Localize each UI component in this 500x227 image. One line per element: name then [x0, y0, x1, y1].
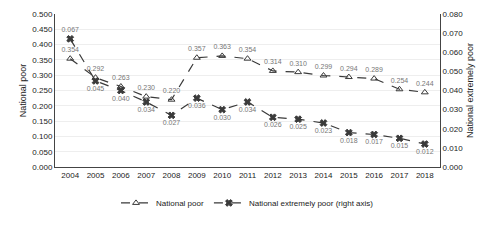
svg-text:0.299: 0.299 — [315, 63, 333, 70]
svg-text:0.263: 0.263 — [112, 74, 130, 81]
svg-text:0.010: 0.010 — [443, 144, 464, 153]
svg-text:National poor: National poor — [18, 64, 28, 118]
svg-text:2018: 2018 — [416, 171, 434, 180]
svg-text:0.254: 0.254 — [391, 77, 409, 84]
svg-text:0.030: 0.030 — [443, 105, 464, 114]
svg-text:2015: 2015 — [340, 171, 358, 180]
svg-text:0.050: 0.050 — [32, 148, 53, 157]
svg-text:2007: 2007 — [137, 171, 155, 180]
svg-text:2016: 2016 — [365, 171, 383, 180]
svg-text:0.025: 0.025 — [289, 123, 307, 130]
svg-text:2005: 2005 — [87, 171, 105, 180]
svg-text:0.292: 0.292 — [87, 65, 105, 72]
svg-text:National extremely poor: National extremely poor — [465, 43, 475, 138]
svg-text:2011: 2011 — [239, 171, 257, 180]
svg-text:0.026: 0.026 — [264, 121, 282, 128]
svg-text:0.314: 0.314 — [264, 58, 282, 65]
svg-text:2013: 2013 — [289, 171, 307, 180]
svg-text:0.289: 0.289 — [365, 66, 383, 73]
svg-text:2010: 2010 — [213, 171, 231, 180]
svg-text:0.244: 0.244 — [416, 80, 434, 87]
svg-text:0.036: 0.036 — [188, 102, 206, 109]
svg-text:National extremely poor (right: National extremely poor (right axis) — [249, 199, 373, 208]
svg-text:0.067: 0.067 — [61, 26, 79, 33]
svg-text:0.200: 0.200 — [32, 102, 53, 111]
svg-text:2004: 2004 — [61, 171, 79, 180]
svg-text:0.020: 0.020 — [443, 125, 464, 134]
svg-text:2012: 2012 — [264, 171, 282, 180]
svg-text:0.230: 0.230 — [137, 84, 155, 91]
svg-text:2006: 2006 — [112, 171, 130, 180]
svg-text:0.400: 0.400 — [32, 40, 53, 49]
svg-text:0.080: 0.080 — [443, 10, 464, 19]
svg-text:0.250: 0.250 — [32, 86, 53, 95]
svg-text:0.450: 0.450 — [32, 25, 53, 34]
svg-text:0.000: 0.000 — [443, 163, 464, 172]
svg-text:0.220: 0.220 — [163, 87, 181, 94]
svg-text:0.045: 0.045 — [87, 85, 105, 92]
svg-text:0.354: 0.354 — [61, 46, 79, 53]
svg-text:National poor: National poor — [156, 199, 204, 208]
svg-text:2017: 2017 — [391, 171, 409, 180]
svg-text:0.070: 0.070 — [443, 29, 464, 38]
svg-text:0.012: 0.012 — [416, 148, 434, 155]
svg-text:0.354: 0.354 — [239, 46, 257, 53]
svg-text:0.023: 0.023 — [315, 127, 333, 134]
svg-text:0.500: 0.500 — [32, 10, 53, 19]
svg-text:0.034: 0.034 — [239, 106, 257, 113]
svg-text:0.040: 0.040 — [443, 86, 464, 95]
svg-text:0.018: 0.018 — [340, 137, 358, 144]
svg-text:0.034: 0.034 — [137, 106, 155, 113]
svg-text:0.357: 0.357 — [188, 45, 206, 52]
svg-text:0.150: 0.150 — [32, 117, 53, 126]
svg-text:0.050: 0.050 — [443, 67, 464, 76]
svg-text:0.100: 0.100 — [32, 132, 53, 141]
svg-text:0.027: 0.027 — [163, 119, 181, 126]
svg-text:0.363: 0.363 — [213, 43, 231, 50]
svg-text:2014: 2014 — [315, 171, 333, 180]
svg-text:0.000: 0.000 — [32, 163, 53, 172]
svg-text:0.040: 0.040 — [112, 95, 130, 102]
svg-text:0.030: 0.030 — [213, 114, 231, 121]
svg-text:0.310: 0.310 — [289, 60, 307, 67]
svg-text:0.017: 0.017 — [365, 138, 383, 145]
svg-text:0.300: 0.300 — [32, 71, 53, 80]
svg-text:0.015: 0.015 — [391, 142, 409, 149]
svg-text:0.294: 0.294 — [340, 65, 358, 72]
svg-text:0.350: 0.350 — [32, 56, 53, 65]
svg-text:0.060: 0.060 — [443, 48, 464, 57]
svg-text:2008: 2008 — [163, 171, 181, 180]
svg-text:2009: 2009 — [188, 171, 206, 180]
